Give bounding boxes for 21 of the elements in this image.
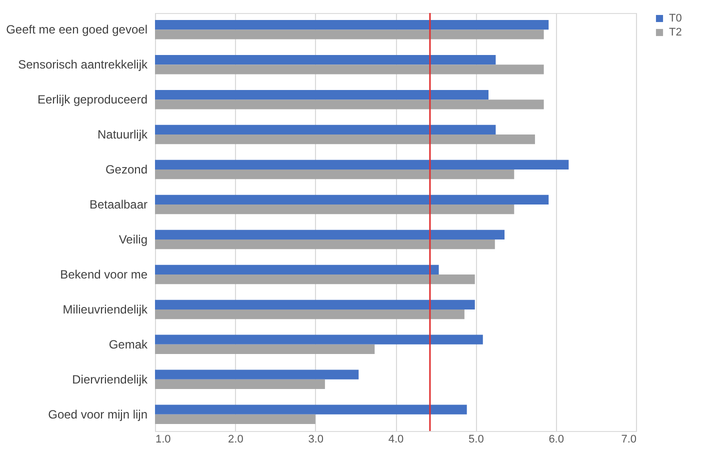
y-tick-label: Veilig <box>118 232 148 246</box>
y-tick-label: Gemak <box>108 337 148 352</box>
y-tick-label: Geeft me een goed gevoel <box>6 22 148 37</box>
y-tick-label: Sensorisch aantrekkelijk <box>18 58 148 72</box>
y-tick-label: Gezond <box>105 162 148 177</box>
x-tick-label: 2.0 <box>228 434 244 446</box>
x-tick-label: 1.0 <box>156 434 171 446</box>
x-tick-label: 6.0 <box>548 434 564 446</box>
y-tick-label: Betaalbaar <box>89 198 148 212</box>
y-tick-label: Eerlijk geproduceerd <box>37 92 148 107</box>
y-tick-label: Natuurlijk <box>97 128 148 142</box>
x-tick-label: 4.0 <box>388 434 404 446</box>
y-tick-label: Diervriendelijk <box>72 372 148 386</box>
y-tick-label: Bekend voor me <box>60 267 148 282</box>
legend-label: T2 <box>669 26 682 38</box>
x-tick-label: 3.0 <box>308 434 324 446</box>
y-tick-label: Goed voor mijn lijn <box>48 407 148 422</box>
y-tick-label: Milieuvriendelijk <box>62 302 148 316</box>
x-tick-label: 5.0 <box>468 434 484 446</box>
x-tick-label: 7.0 <box>621 434 636 446</box>
legend-label: T0 <box>669 12 682 24</box>
